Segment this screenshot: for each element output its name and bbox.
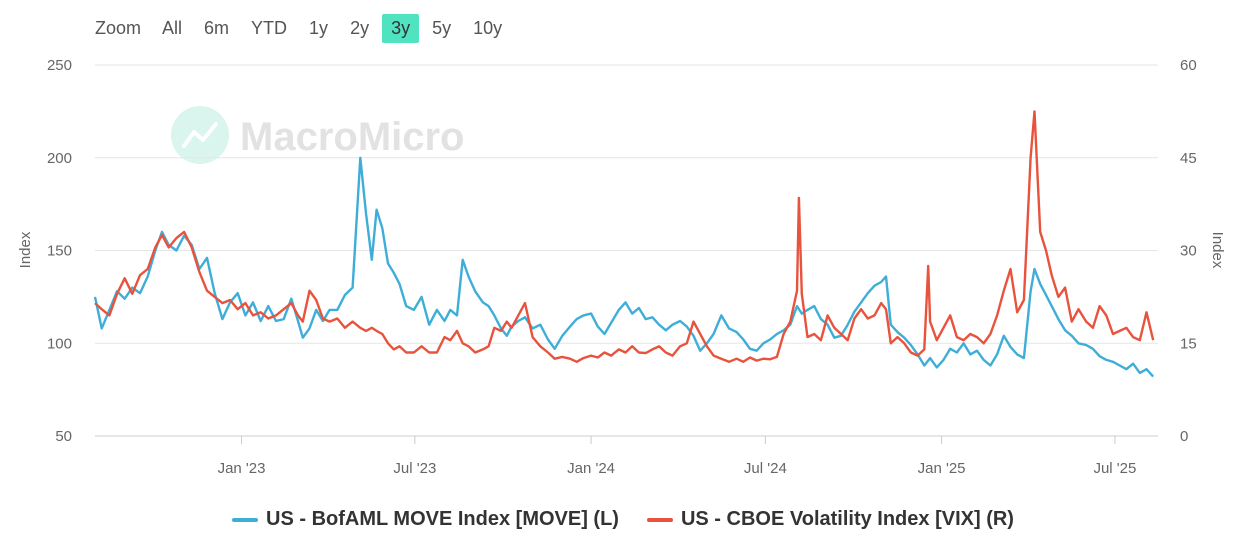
watermark-text: MacroMicro: [240, 115, 465, 159]
right-tick-label: 0: [1180, 428, 1188, 445]
macromicro-logo-mark: [182, 122, 218, 148]
right-tick-label: 60: [1180, 57, 1197, 74]
series-line-vix: [94, 110, 1155, 363]
x-tick-label: Jan '24: [567, 460, 615, 477]
zoom-bar: Zoom All 6m YTD 1y 2y 3y 5y 10y: [87, 12, 515, 45]
x-tick-label: Jul '24: [744, 460, 787, 477]
zoom-option-1y[interactable]: 1y: [309, 18, 329, 38]
zoom-option-3y[interactable]: 3y: [382, 14, 420, 43]
left-tick-label: 200: [47, 150, 72, 167]
zoom-option-ytd[interactable]: YTD: [251, 18, 288, 38]
zoom-option-6m[interactable]: 6m: [204, 18, 230, 38]
left-tick-label: 150: [47, 243, 72, 260]
left-tick-label: 50: [55, 428, 72, 445]
x-tick-label: Jan '23: [218, 460, 266, 477]
zoom-option-all[interactable]: All: [162, 18, 183, 38]
legend-item-move[interactable]: US - BofAML MOVE Index [MOVE] (L): [232, 508, 619, 531]
zoom-label: Zoom: [95, 18, 142, 38]
legend: US - BofAML MOVE Index [MOVE] (L) US - C…: [0, 508, 1246, 531]
right-tick-label: 45: [1180, 150, 1197, 167]
zoom-option-2y[interactable]: 2y: [350, 18, 370, 38]
legend-swatch-move: [232, 517, 259, 522]
x-tick-label: Jul '25: [1093, 460, 1136, 477]
left-axis: 50 100 150 200 250: [47, 57, 72, 445]
legend-swatch-vix: [646, 517, 673, 522]
legend-item-vix[interactable]: US - CBOE Volatility Index [VIX] (R): [646, 508, 1014, 531]
series-layer: [93, 110, 1155, 378]
x-tick-label: Jul '23: [393, 460, 436, 477]
legend-label-move: US - BofAML MOVE Index [MOVE] (L): [266, 508, 619, 530]
right-axis: 0 15 30 45 60: [1180, 57, 1197, 445]
left-tick-label: 250: [47, 57, 72, 74]
legend-label-vix: US - CBOE Volatility Index [VIX] (R): [680, 508, 1014, 530]
right-tick-label: 15: [1180, 335, 1197, 352]
x-tick-label: Jan '25: [918, 460, 966, 477]
zoom-option-10y[interactable]: 10y: [473, 18, 503, 38]
watermark: MacroMicro: [171, 106, 465, 164]
right-tick-label: 30: [1180, 243, 1197, 260]
x-axis: Jan '23 Jul '23 Jan '24 Jul '24 Jan '25 Jul '…: [95, 435, 1158, 477]
left-axis-title: Index: [17, 231, 34, 268]
left-tick-label: 100: [47, 335, 72, 352]
zoom-option-5y[interactable]: 5y: [432, 18, 452, 38]
series-line-move: [93, 156, 1155, 378]
right-axis-title: Index: [1209, 232, 1226, 269]
